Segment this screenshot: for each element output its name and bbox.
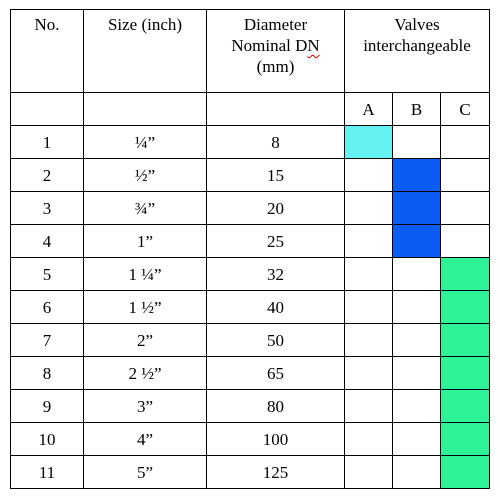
group-label-c: C — [440, 92, 490, 126]
cell-group-a — [344, 158, 393, 192]
cell-no: 7 — [10, 323, 84, 357]
header-diameter: Diameter Nominal DN (mm) — [206, 9, 345, 93]
cell-group-b — [392, 323, 441, 357]
cell-group-c — [440, 257, 490, 291]
cell-size: 1” — [83, 224, 207, 258]
cell-group-a — [344, 389, 393, 423]
cell-group-c — [440, 125, 490, 159]
cell-dn: 15 — [206, 158, 345, 192]
cell-group-c — [440, 422, 490, 456]
header-size: Size (inch) — [83, 9, 207, 93]
cell-no: 11 — [10, 455, 84, 489]
cell-group-b — [392, 257, 441, 291]
cell-size: 3” — [83, 389, 207, 423]
cell-group-a — [344, 422, 393, 456]
header-diameter-line2-prefix: Nominal D — [231, 36, 308, 55]
cell-dn: 40 — [206, 290, 345, 324]
cell-group-b — [392, 290, 441, 324]
table-row: 4 1” 25 — [10, 224, 490, 258]
cell-group-b — [392, 224, 441, 258]
cell-dn: 20 — [206, 191, 345, 225]
cell-dn: 100 — [206, 422, 345, 456]
cell-size: 2 ½” — [83, 356, 207, 390]
header-diameter-line2: Nominal DN — [207, 35, 344, 56]
table-row: 2 ½” 15 — [10, 158, 490, 192]
cell-group-b — [392, 125, 441, 159]
valve-sizes-table: No. Size (inch) Diameter Nominal DN (mm)… — [10, 9, 490, 489]
cell-group-b — [392, 356, 441, 390]
cell-group-c — [440, 356, 490, 390]
cell-size: 1 ½” — [83, 290, 207, 324]
cell-dn: 25 — [206, 224, 345, 258]
cell-no: 2 — [10, 158, 84, 192]
cell-group-a — [344, 323, 393, 357]
table-body: 1 ¼” 8 2 ½” 15 3 ¾” 20 4 1” 25 5 1 ¼” 32 6 1 ½” 40 7 2” 50 8 2… — [10, 125, 490, 489]
cell-group-a — [344, 257, 393, 291]
cell-group-c — [440, 389, 490, 423]
cell-group-c — [440, 158, 490, 192]
header-empty-no — [10, 92, 84, 126]
cell-no: 5 — [10, 257, 84, 291]
table-row: 9 3” 80 — [10, 389, 490, 423]
cell-group-c — [440, 191, 490, 225]
group-label-a: A — [344, 92, 393, 126]
header-diameter-line3: (mm) — [256, 57, 295, 76]
cell-group-a — [344, 191, 393, 225]
header-valves-line2: interchangeable — [363, 36, 471, 55]
cell-size: 5” — [83, 455, 207, 489]
cell-size: 1 ¼” — [83, 257, 207, 291]
cell-size: 2” — [83, 323, 207, 357]
header-valves-line1: Valves — [394, 15, 440, 34]
cell-group-a — [344, 125, 393, 159]
cell-dn: 50 — [206, 323, 345, 357]
cell-size: ¾” — [83, 191, 207, 225]
cell-size: ¼” — [83, 125, 207, 159]
cell-group-b — [392, 158, 441, 192]
cell-dn: 32 — [206, 257, 345, 291]
cell-group-b — [392, 455, 441, 489]
cell-group-a — [344, 290, 393, 324]
table-row: 3 ¾” 20 — [10, 191, 490, 225]
cell-group-c — [440, 290, 490, 324]
cell-group-b — [392, 191, 441, 225]
header-group-row: A B C — [10, 92, 490, 126]
cell-group-a — [344, 356, 393, 390]
cell-group-a — [344, 455, 393, 489]
cell-group-c — [440, 323, 490, 357]
cell-group-a — [344, 224, 393, 258]
group-label-b: B — [392, 92, 441, 126]
table-row: 7 2” 50 — [10, 323, 490, 357]
cell-no: 6 — [10, 290, 84, 324]
cell-no: 3 — [10, 191, 84, 225]
table-header: No. Size (inch) Diameter Nominal DN (mm)… — [10, 9, 490, 126]
cell-group-c — [440, 455, 490, 489]
header-diameter-line1: Diameter — [243, 15, 308, 34]
table-row: 1 ¼” 8 — [10, 125, 490, 159]
cell-no: 10 — [10, 422, 84, 456]
header-empty-size — [83, 92, 207, 126]
cell-dn: 125 — [206, 455, 345, 489]
cell-size: ½” — [83, 158, 207, 192]
cell-size: 4” — [83, 422, 207, 456]
cell-dn: 8 — [206, 125, 345, 159]
header-valves: Valves interchangeable — [344, 9, 490, 93]
table-row: 10 4” 100 — [10, 422, 490, 456]
header-empty-diameter — [206, 92, 345, 126]
cell-no: 4 — [10, 224, 84, 258]
cell-no: 9 — [10, 389, 84, 423]
cell-group-b — [392, 389, 441, 423]
cell-dn: 80 — [206, 389, 345, 423]
header-diameter-line2-marked: N — [307, 36, 320, 55]
cell-no: 8 — [10, 356, 84, 390]
header-row: No. Size (inch) Diameter Nominal DN (mm)… — [10, 9, 490, 93]
cell-group-b — [392, 422, 441, 456]
cell-group-c — [440, 224, 490, 258]
cell-dn: 65 — [206, 356, 345, 390]
cell-no: 1 — [10, 125, 84, 159]
header-no: No. — [10, 9, 84, 93]
table-row: 11 5” 125 — [10, 455, 490, 489]
